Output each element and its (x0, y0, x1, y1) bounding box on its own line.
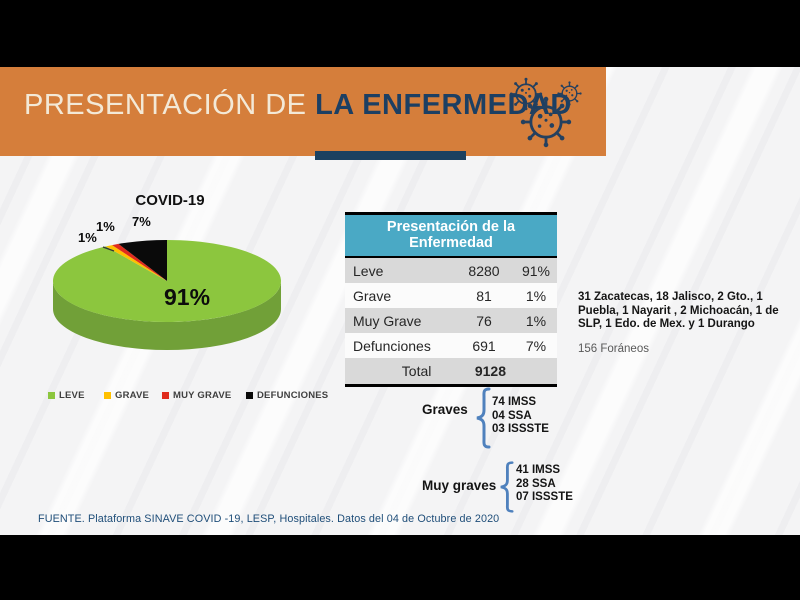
table-title: Presentación de la Enfermedad (345, 215, 557, 258)
row-label: Leve (353, 262, 384, 279)
legend-swatch-defunciones (246, 392, 253, 399)
chart-title: COVID-19 (135, 192, 205, 209)
legend-swatch-grave (104, 392, 111, 399)
pie-slice-muy-grave (112, 243, 167, 281)
letterbox-bottom (0, 535, 800, 600)
legend-item-muy-grave: MUY GRAVE (162, 390, 231, 401)
row-value: 76 (476, 312, 492, 329)
graves-items: 74 IMSS 04 SSA 03 ISSSTE (492, 396, 549, 437)
graves-group: Graves 74 IMSS 04 SSA 03 ISSSTE (420, 386, 600, 450)
table-row: Grave 81 1% (345, 283, 557, 308)
virus-icon (519, 95, 573, 149)
pie-slice-grave (105, 245, 167, 281)
source-footnote: FUENTE. Plataforma SINAVE COVID -19, LES… (38, 513, 500, 525)
page-title-regular: PRESENTACIÓN DE (24, 89, 316, 121)
group-item: 07 ISSSTE (516, 491, 573, 503)
brace-icon (500, 461, 514, 513)
group-item: 74 IMSS (492, 396, 537, 408)
row-label: Muy Grave (353, 312, 422, 329)
disease-table: Presentación de la Enfermedad Leve 8280 … (345, 212, 557, 387)
legend-label: GRAVE (115, 390, 150, 401)
pie-data-label-grave: 1% (78, 230, 97, 245)
legend-item-grave: GRAVE (104, 390, 149, 401)
table-row: Defunciones 691 7% (345, 333, 557, 358)
total-label: Total (401, 363, 432, 379)
legend-swatch-muy-grave (162, 392, 169, 399)
pie-data-label-leve: 91% (164, 284, 211, 310)
legend-label: LEVE (59, 390, 85, 401)
letterbox-top (0, 0, 800, 67)
title-underline-bar (315, 151, 466, 160)
row-value: 81 (476, 287, 492, 304)
total-value: 9128 (474, 363, 507, 379)
pie-chart-svg (52, 240, 281, 350)
row-pct: 1% (525, 287, 547, 304)
muy-graves-group: Muy graves 41 IMSS 28 SSA 07 ISSSTE (420, 458, 610, 514)
legend-item-defunciones: DEFUNCIONES (246, 390, 328, 401)
pie-slice-defunciones (118, 240, 167, 281)
header-banner (0, 67, 606, 156)
chart-legend: LEVE GRAVE MUY GRAVE DEFUNCIONES (40, 390, 328, 404)
legend-swatch-leve (48, 392, 55, 399)
row-value: 8280 (468, 262, 500, 279)
group-item: 41 IMSS (516, 464, 561, 476)
pie-data-label-muy-grave: 1% (96, 219, 115, 234)
muy-graves-items: 41 IMSS 28 SSA 07 ISSSTE (516, 464, 573, 505)
row-label: Defunciones (353, 337, 431, 354)
pie-slice-leve (52, 240, 281, 322)
brace-icon (476, 387, 491, 449)
pie-leader-line (102, 246, 115, 252)
table-total-row: Total 9128 (345, 358, 557, 384)
foraneos-text: 156 Foráneos (578, 342, 649, 355)
muy-graves-label: Muy graves (422, 478, 497, 493)
table-row: Leve 8280 91% (345, 258, 557, 283)
group-item: 03 ISSSTE (492, 423, 549, 435)
row-value: 691 (472, 337, 496, 354)
group-item: 04 SSA (492, 409, 532, 422)
row-pct: 7% (525, 337, 547, 354)
row-pct: 1% (525, 312, 547, 329)
legend-item-leve: LEVE (48, 390, 85, 401)
page-title: PRESENTACIÓN DE LA ENFERMEDAD (24, 88, 572, 122)
graves-label: Graves (422, 402, 468, 417)
legend-label: DEFUNCIONES (257, 390, 329, 401)
pie-chart-block: COVID-19 7% 1% 1% 91% LEVE GRAVE MUY GRA… (40, 190, 328, 420)
states-note: 31 Zacatecas, 18 Jalisco, 2 Gto., 1 Pueb… (578, 291, 798, 355)
table-row: Muy Grave 76 1% (345, 308, 557, 333)
row-pct: 91% (521, 262, 551, 279)
states-detail-text: 31 Zacatecas, 18 Jalisco, 2 Gto., 1 Pueb… (578, 291, 779, 330)
legend-label: MUY GRAVE (173, 390, 232, 401)
group-item: 28 SSA (516, 477, 556, 490)
pie-data-label-defunciones: 7% (132, 214, 151, 229)
row-label: Grave (353, 287, 392, 304)
